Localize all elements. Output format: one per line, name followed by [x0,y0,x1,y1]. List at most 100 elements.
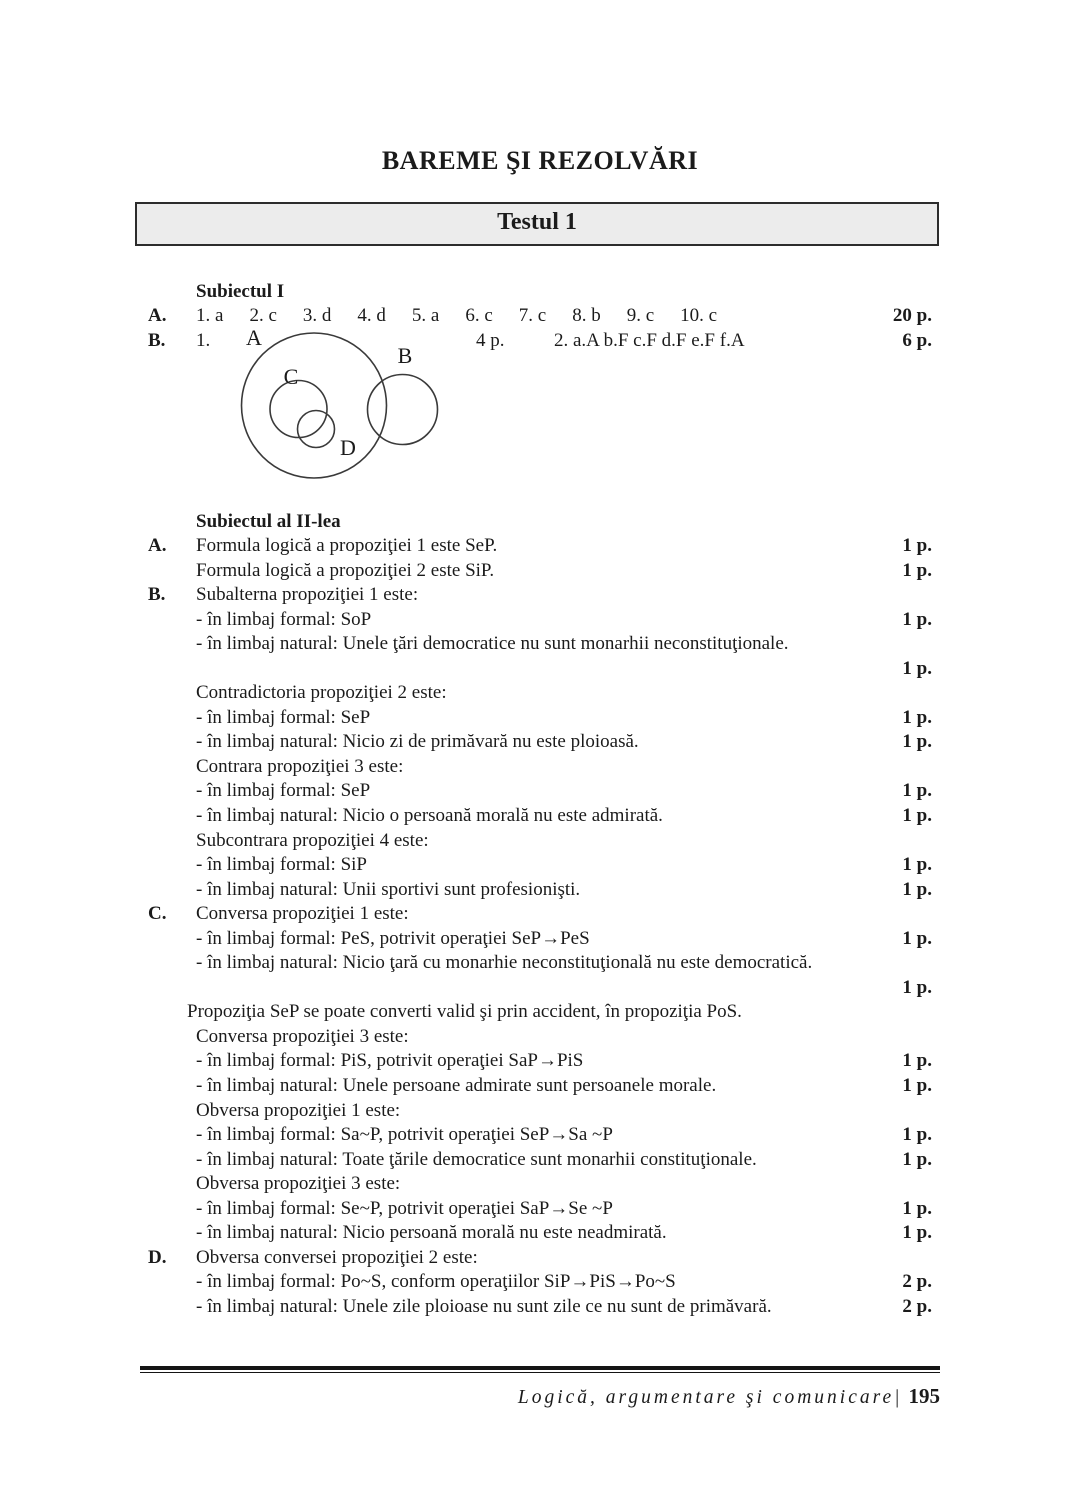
solution-line: Formula logică a propoziţiei 2 este SiP.… [148,559,932,584]
solution-text: Formula logică a propoziţiei 2 este SiP. [196,559,495,581]
subiect2-heading: Subiectul al II-lea [196,511,341,532]
solution-line: - în limbaj formal: SoP 1 p. [148,608,932,633]
solution-text: - în limbaj natural: Nicio persoană mora… [196,1222,667,1244]
answer-item: 7. c [518,305,547,326]
solution-line: - în limbaj natural: Nicio ţară cu monar… [148,951,932,976]
footer-rule [140,1366,940,1373]
solution-line: Subcontrara propoziţiei 4 este: [148,829,932,854]
points-value: 1 p. [902,878,932,900]
points-value: 1 p. [902,1124,932,1146]
solution-line: Obversa propoziţiei 3 este: [148,1172,932,1197]
true-false-answers: 2. a.A b.F c.F d.F e.F f.A [554,330,745,351]
solution-text: - în limbaj natural: Unele persoane admi… [196,1075,717,1097]
solution-line: - în limbaj formal: PeS, potrivit operaţ… [148,927,932,952]
answer-item: 8. b [572,305,601,326]
answer-item: 10. c [680,305,718,326]
answer-item: 3. d [302,305,332,326]
solution-line: Conversa propoziţiei 3 este: [148,1025,932,1050]
solution-line: - în limbaj natural: Nicio o persoană mo… [148,804,932,829]
solution-text: - în limbaj formal: SiP [196,854,367,876]
solution-line: - în limbaj natural: Nicio zi de primăva… [148,730,932,755]
page-footer: Logică, argumentare şi comunicare| 195 [140,1366,940,1409]
subiect2-lines: A. Formula logică a propoziţiei 1 este Se… [148,534,932,1320]
points-value: 1 p. [902,1050,932,1072]
points-value: 1 p. [902,1197,932,1219]
row-letter: C. [148,903,167,925]
solution-text: - în limbaj formal: SoP [196,608,372,630]
circle-b-label: B [398,343,413,368]
answers-row-values: 1. a 2. c 3. d 4. d 5. a 6. c 7. c 8. b 9. c 10. … [196,304,717,328]
solution-text: Contrara propoziţiei 3 este: [196,755,404,777]
solution-line: Obversa propoziţiei 1 este: [148,1099,932,1124]
solution-line: - în limbaj natural: Unele zile ploioase… [148,1295,932,1320]
points-value: 20 p. [892,305,932,326]
points-value: 1 p. [902,976,932,998]
points-value: 4 p. [476,330,505,351]
solution-text: - în limbaj natural: Unii sportivi sunt … [196,878,581,900]
circle-a [240,332,388,479]
item-number: 1. [196,330,211,351]
solution-line: D. Obversa conversei propoziţiei 2 este: [148,1246,932,1271]
solution-text: - în limbaj natural: Unele zile ploioase… [196,1295,772,1317]
points-value: 2 p. [902,1271,932,1293]
solution-text: - în limbaj formal: PeS, potrivit operaţ… [196,927,590,949]
solution-text: Subcontrara propoziţiei 4 este: [196,829,429,851]
solution-text: - în limbaj natural: Nicio zi de primăva… [196,731,639,753]
solution-line: C. Conversa propoziţiei 1 este: [148,902,932,927]
points-value: 2 p. [902,1295,932,1317]
solution-text: - în limbaj natural: Nicio o persoană mo… [196,805,663,827]
footer-book-title: Logică, argumentare şi comunicare| [517,1387,903,1408]
solution-line: - în limbaj natural: Toate ţările democr… [148,1148,932,1173]
answer-item: 1. a [196,305,224,326]
solution-line: - în limbaj natural: Unii sportivi sunt … [148,878,932,903]
answer-item: 9. c [626,305,655,326]
page-title: BAREME ŞI REZOLVĂRI [381,146,699,175]
answer-item: 4. d [357,305,386,326]
solution-text: - în limbaj formal: PiS, potrivit operaţ… [196,1050,584,1072]
solution-text: Obversa propoziţiei 1 este: [196,1099,401,1121]
circle-d-label: D [340,435,356,460]
answer-item: 6. c [465,305,493,326]
solution-text: Obversa conversei propoziţiei 2 este: [196,1246,478,1268]
solution-line: - în limbaj formal: SeP 1 p. [148,706,932,731]
solution-line: - în limbaj formal: PiS, potrivit operaţ… [148,1049,932,1074]
solution-text: Conversa propoziţiei 1 este: [196,903,409,925]
venn-diagram: A B C D [240,325,439,479]
points-value: 1 p. [902,927,932,949]
row-letter: B. [148,584,166,606]
solution-text: - în limbaj formal: Se~P, potrivit opera… [196,1197,613,1219]
points-value: 1 p. [902,854,932,876]
solution-line: - în limbaj natural: Unele ţări democrat… [148,632,932,657]
points-value: 1 p. [902,1148,932,1170]
points-value: 1 p. [902,731,932,753]
solution-line: - în limbaj formal: SeP 1 p. [148,779,932,804]
row-letter: A. [148,305,167,326]
solution-line: 1 p. [148,976,932,1001]
solution-text: - în limbaj formal: Po~S, conform operaţ… [196,1271,676,1293]
circle-d [296,409,336,449]
solution-text: - în limbaj formal: SeP [196,780,371,802]
solution-line: - în limbaj formal: SiP 1 p. [148,853,932,878]
solution-line: A. Formula logică a propoziţiei 1 este Se… [148,534,932,559]
points-value: 1 p. [902,657,932,679]
points-value: 1 p. [902,706,932,728]
solution-line: B. Subalterna propoziţiei 1 este: [148,583,932,608]
test-header-box: Testul 1 [135,202,939,246]
points-value: 1 p. [902,535,932,556]
solution-line: - în limbaj natural: Nicio persoană mora… [148,1221,932,1246]
solution-text: Conversa propoziţiei 3 este: [196,1025,409,1047]
circle-c [269,379,328,439]
points-value: 1 p. [902,559,932,581]
points-value: 1 p. [902,805,932,827]
points-value: 1 p. [902,1075,932,1097]
circle-b [366,373,439,446]
solution-line: Contrara propoziţiei 3 este: [148,755,932,780]
answer-item: 2. c [249,305,277,326]
solution-line: 1 p. [148,657,932,682]
subiect1-row-b: B. 1. 4 p. 2. a.A b.F c.F d.F e.F f.A 6 … [148,329,932,354]
subiect2-section: Subiectul al II-lea A. Formula logică a p… [148,509,932,1320]
solution-line: - în limbaj formal: Sa~P, potrivit opera… [148,1123,932,1148]
solution-line: Contradictoria propoziţiei 2 este: [148,681,932,706]
solution-line: - în limbaj natural: Unele persoane admi… [148,1074,932,1099]
